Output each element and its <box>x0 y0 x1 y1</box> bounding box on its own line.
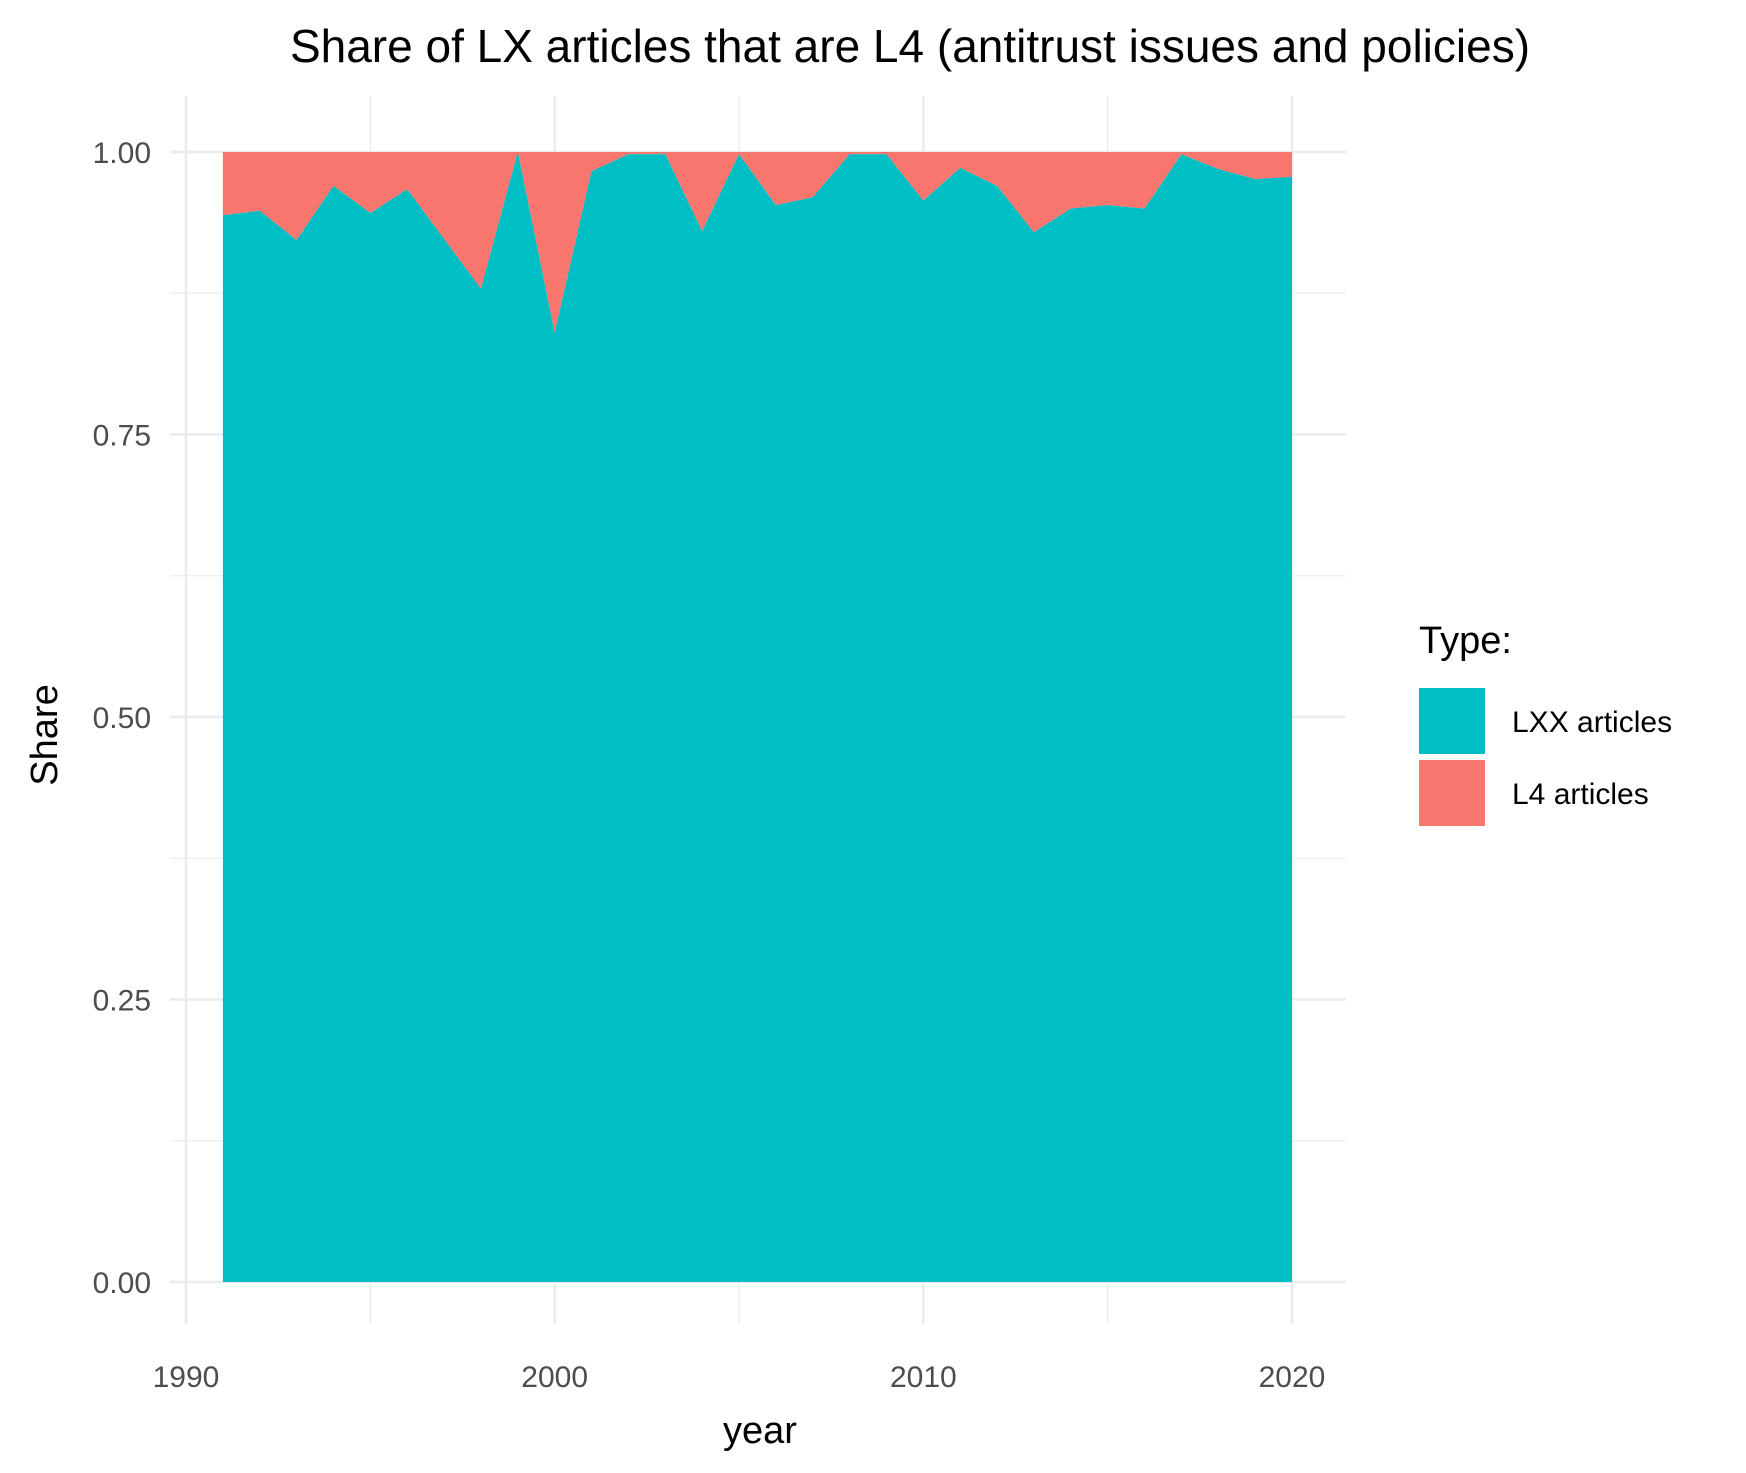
legend-key-swatch <box>1419 760 1485 826</box>
legend-key-swatch <box>1419 688 1485 754</box>
area-series-lxx-articles <box>222 152 1292 1282</box>
y-tick-label: 1.00 <box>93 137 151 170</box>
y-tick-label: 0.25 <box>93 985 151 1018</box>
y-tick-label: 0.00 <box>93 1267 151 1300</box>
axis-layer: 1990 2000 2010 2020 0.00 0.25 0.50 0.75 1.00 <box>93 137 1326 1394</box>
x-tick-label: 2000 <box>521 1361 588 1394</box>
x-tick-label: 2010 <box>890 1361 957 1394</box>
y-tick-label: 0.75 <box>93 420 151 453</box>
x-axis-title: year <box>723 1410 797 1452</box>
legend-entries: LXX articles L4 articles <box>1419 688 1672 826</box>
y-axis-title: Share <box>24 684 66 785</box>
y-tick-label: 0.50 <box>93 702 151 735</box>
area-series-l4-articles <box>222 152 1292 333</box>
x-tick-label: 1990 <box>153 1361 220 1394</box>
area-layer <box>222 152 1292 1282</box>
legend-entry-label: L4 articles <box>1512 778 1649 811</box>
chart-title: Share of LX articles that are L4 (antitr… <box>290 20 1530 72</box>
legend: Type: LXX articles L4 articles <box>1419 620 1672 826</box>
legend-entry-label: LXX articles <box>1512 706 1672 739</box>
x-tick-label: 2020 <box>1259 1361 1326 1394</box>
legend-title: Type: <box>1419 620 1512 662</box>
